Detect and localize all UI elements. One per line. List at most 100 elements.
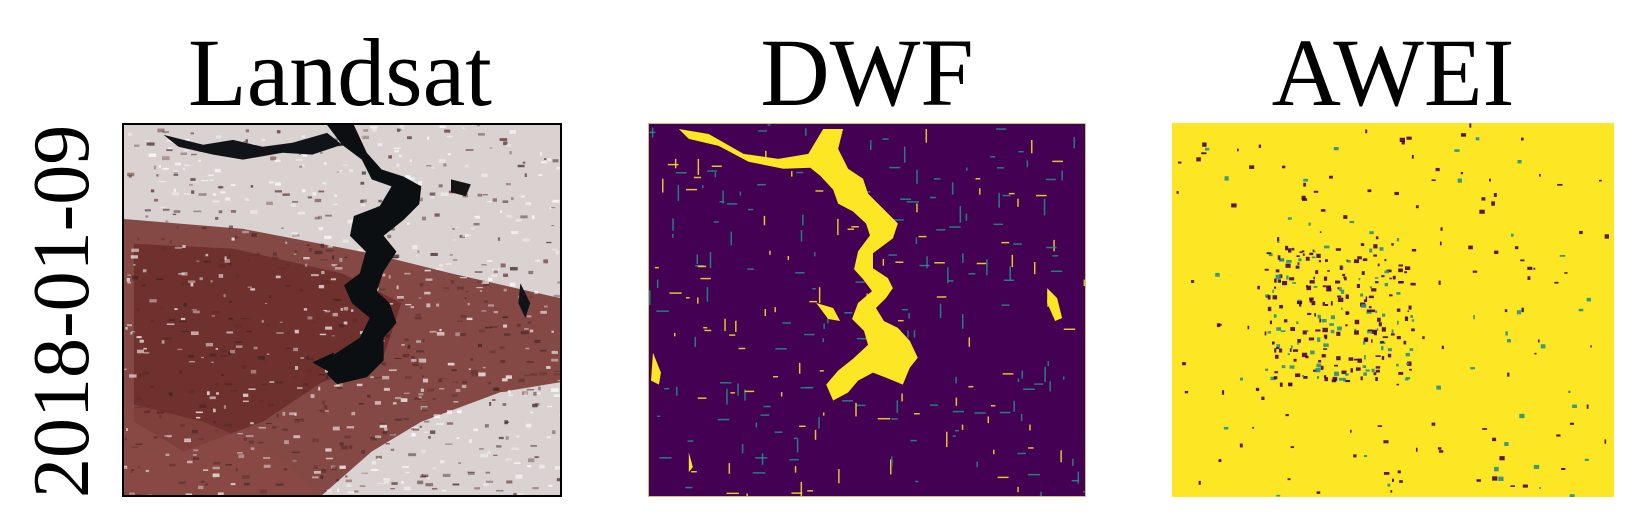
texture-dot [856, 337, 868, 340]
texture-dot [1387, 483, 1391, 487]
texture-dot [1046, 246, 1057, 249]
texture-dot [477, 280, 483, 284]
texture-dot [168, 392, 173, 396]
texture-dot [336, 171, 339, 173]
texture-dot [301, 418, 304, 422]
texture-dot [356, 383, 363, 387]
texture-dot [667, 163, 679, 166]
texture-dot [179, 320, 187, 323]
texture-dot [1410, 282, 1416, 286]
texture-dot [291, 203, 296, 207]
texture-dot [1374, 277, 1379, 279]
texture-dot [230, 349, 236, 354]
texture-dot [528, 458, 535, 463]
texture-dot [900, 198, 912, 200]
texture-dot [358, 402, 364, 405]
texture-dot [1507, 339, 1511, 343]
texture-dot [250, 447, 255, 451]
texture-dot [550, 206, 556, 209]
texture-dot [1391, 243, 1394, 246]
texture-dot [552, 248, 557, 251]
texture-dot [439, 388, 445, 390]
texture-dot [439, 125, 447, 128]
texture-dot [180, 281, 189, 285]
texture-dot [1288, 248, 1292, 253]
texture-dot [919, 264, 930, 267]
texture-dot [798, 362, 801, 374]
texture-dot [1277, 240, 1280, 243]
texture-dot [375, 435, 382, 439]
texture-dot [251, 233, 257, 238]
texture-dot [1397, 320, 1399, 325]
texture-dot [294, 419, 300, 423]
texture-dot [1460, 133, 1467, 137]
texture-dot [1316, 363, 1322, 368]
texture-dot [946, 431, 948, 448]
texture-dot [145, 215, 149, 218]
texture-dot [311, 334, 315, 336]
texture-dot [1299, 302, 1302, 307]
texture-dot [1261, 396, 1265, 401]
texture-dot [1336, 356, 1341, 361]
texture-dot [1240, 377, 1243, 381]
texture-dot [961, 424, 964, 430]
texture-dot [1223, 426, 1229, 430]
texture-dot [767, 124, 771, 126]
texture-dot [324, 235, 332, 240]
texture-dot [855, 402, 857, 417]
texture-dot [225, 197, 231, 201]
texture-dot [1077, 471, 1080, 484]
texture-dot [352, 318, 358, 323]
texture-dot [404, 272, 411, 275]
texture-dot [1366, 309, 1372, 314]
texture-dot [289, 366, 295, 369]
texture-dot [331, 335, 335, 337]
texture-dot [1257, 285, 1260, 290]
texture-dot [282, 428, 288, 432]
texture-dot [224, 259, 230, 263]
texture-dot [553, 294, 560, 298]
texture-dot [949, 226, 961, 228]
texture-dot [467, 472, 475, 475]
texture-dot [531, 215, 535, 220]
texture-dot [321, 182, 327, 185]
texture-dot [1049, 381, 1051, 392]
texture-dot [1040, 491, 1042, 496]
texture-dot [1176, 191, 1179, 194]
texture-dot [130, 471, 133, 474]
texture-dot [344, 435, 351, 439]
texture-dot [339, 170, 343, 173]
texture-dot [1191, 280, 1195, 283]
texture-dot [360, 181, 365, 185]
texture-dot [453, 239, 456, 241]
texture-dot [439, 328, 442, 332]
texture-dot [429, 330, 437, 333]
texture-dot [180, 152, 187, 155]
texture-dot [300, 357, 305, 359]
texture-dot [505, 183, 511, 186]
texture-dot [1489, 178, 1491, 182]
texture-dot [245, 434, 254, 438]
texture-dot [1279, 274, 1283, 279]
texture-dot [301, 135, 306, 138]
texture-dot [1231, 203, 1237, 208]
texture-dot [548, 484, 553, 487]
texture-dot [1287, 353, 1290, 356]
texture-dot [221, 349, 227, 352]
texture-dot [295, 159, 303, 161]
texture-dot [730, 231, 732, 246]
texture-dot [1316, 253, 1321, 258]
texture-dot [704, 329, 712, 332]
texture-dot [1288, 382, 1293, 386]
texture-dot [1281, 165, 1286, 169]
texture-dot [223, 405, 227, 409]
landsat-texture [124, 125, 560, 495]
texture-dot [484, 424, 489, 428]
texture-dot [1341, 370, 1347, 375]
texture-dot [1052, 255, 1059, 257]
texture-dot [432, 467, 437, 470]
texture-dot [422, 378, 429, 383]
texture-dot [1398, 371, 1404, 375]
texture-dot [1313, 369, 1318, 372]
texture-dot [1313, 285, 1318, 288]
